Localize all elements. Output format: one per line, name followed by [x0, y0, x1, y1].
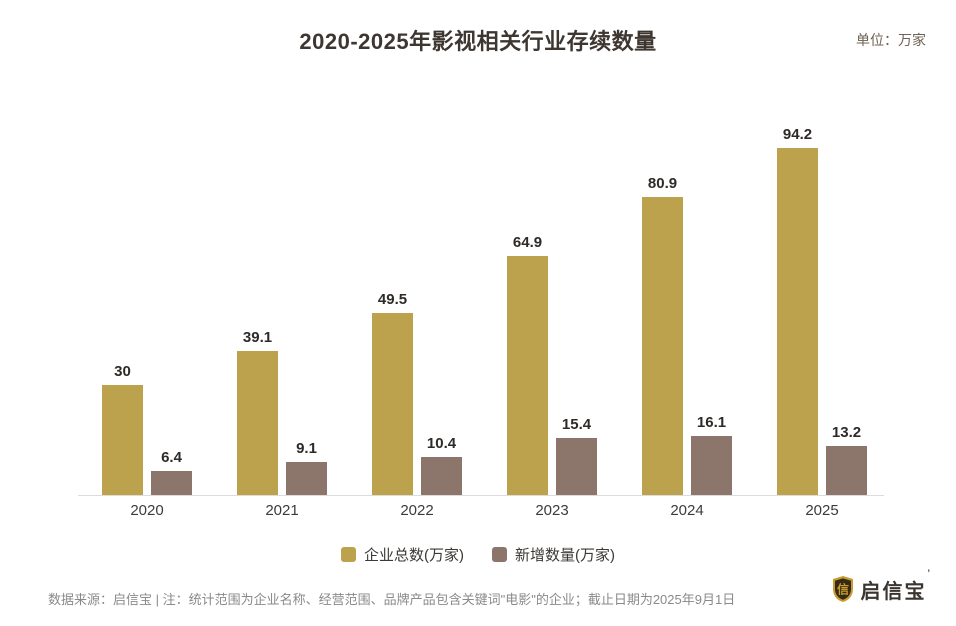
value-label-total-2020: 30 — [114, 363, 131, 380]
svg-text:信: 信 — [837, 582, 849, 597]
x-axis-label-2022: 2022 — [400, 502, 434, 519]
brand-name: 启信宝’ — [860, 567, 932, 603]
bar-new-2025 — [826, 446, 867, 495]
value-label-new-2020: 6.4 — [161, 449, 182, 466]
unit-label: 单位：万家 — [856, 32, 926, 48]
x-axis-label-2020: 2020 — [130, 502, 164, 519]
bar-new-2021 — [286, 462, 327, 495]
bar-total-2022 — [372, 313, 413, 495]
value-label-new-2023: 15.4 — [561, 416, 592, 433]
x-axis-line — [78, 495, 884, 496]
legend-item-0: 企业总数(万家) — [341, 544, 464, 565]
bar-total-2025 — [777, 148, 818, 495]
value-label-new-2021: 9.1 — [296, 440, 317, 457]
value-label-total-2023: 64.9 — [512, 234, 543, 251]
brand-shield-icon: 信 — [833, 576, 854, 602]
value-label-new-2025: 13.2 — [831, 424, 862, 441]
value-label-new-2024: 16.1 — [696, 414, 727, 431]
legend-label: 新增数量(万家) — [515, 547, 615, 564]
value-label-new-2022: 10.4 — [426, 435, 457, 452]
legend-label: 企业总数(万家) — [364, 547, 464, 564]
brand-tm-mark: ’ — [927, 567, 932, 578]
chart-title: 2020-2025年影视相关行业存续数量 — [299, 29, 657, 54]
legend-item-1: 新增数量(万家) — [492, 544, 615, 565]
bar-new-2024 — [691, 436, 732, 495]
brand-logo: 信 启信宝’ — [831, 567, 932, 604]
bar-new-2023 — [556, 438, 597, 495]
x-axis-label-2024: 2024 — [670, 502, 704, 519]
bar-total-2023 — [507, 256, 548, 495]
x-axis-label-2025: 2025 — [805, 502, 839, 519]
legend-swatch-icon — [341, 547, 356, 562]
bar-total-2020 — [102, 385, 143, 495]
value-label-total-2021: 39.1 — [242, 329, 273, 346]
value-label-total-2022: 49.5 — [377, 291, 408, 308]
legend-swatch-icon — [492, 547, 507, 562]
source-note: 数据来源：启信宝 | 注：统计范围为企业名称、经营范围、品牌产品包含关键词"电影… — [48, 592, 736, 607]
bar-total-2021 — [237, 351, 278, 495]
bar-new-2020 — [151, 471, 192, 495]
value-label-total-2025: 94.2 — [782, 126, 813, 143]
x-axis-label-2021: 2021 — [265, 502, 299, 519]
chart-legend: 企业总数(万家) 新增数量(万家) — [0, 544, 956, 565]
bar-new-2022 — [421, 457, 462, 495]
x-axis-label-2023: 2023 — [535, 502, 569, 519]
bar-total-2024 — [642, 197, 683, 495]
value-label-total-2024: 80.9 — [647, 175, 678, 192]
